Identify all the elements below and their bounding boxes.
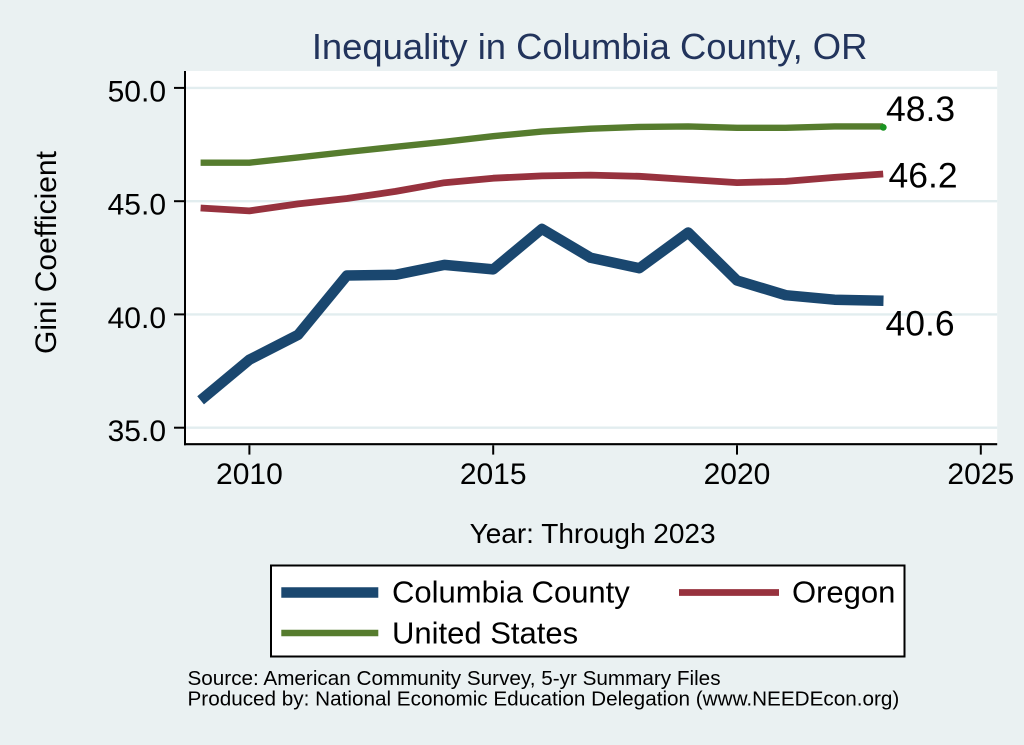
svg-text:40.6: 40.6 <box>886 303 955 343</box>
svg-text:2020: 2020 <box>704 458 771 491</box>
svg-text:48.3: 48.3 <box>886 89 955 129</box>
svg-text:46.2: 46.2 <box>889 156 958 196</box>
svg-text:Columbia County: Columbia County <box>392 575 630 610</box>
svg-text:Inequality in Columbia County,: Inequality in Columbia County, OR <box>312 26 868 67</box>
svg-text:2025: 2025 <box>947 458 1014 491</box>
svg-text:Gini Coefficient: Gini Coefficient <box>30 150 63 354</box>
svg-text:2010: 2010 <box>216 458 283 491</box>
svg-text:40.0: 40.0 <box>108 302 166 335</box>
svg-text:Source: American Community Sur: Source: American Community Survey, 5-yr … <box>188 667 721 690</box>
svg-text:Oregon: Oregon <box>792 575 895 610</box>
svg-text:45.0: 45.0 <box>108 189 166 222</box>
svg-text:35.0: 35.0 <box>108 415 166 448</box>
svg-text:Produced by: National Economic: Produced by: National Economic Education… <box>188 687 900 710</box>
svg-text:United States: United States <box>392 616 578 651</box>
svg-text:2015: 2015 <box>460 458 527 491</box>
svg-text:Year: Through 2023: Year: Through 2023 <box>470 518 716 549</box>
svg-text:50.0: 50.0 <box>108 75 166 108</box>
